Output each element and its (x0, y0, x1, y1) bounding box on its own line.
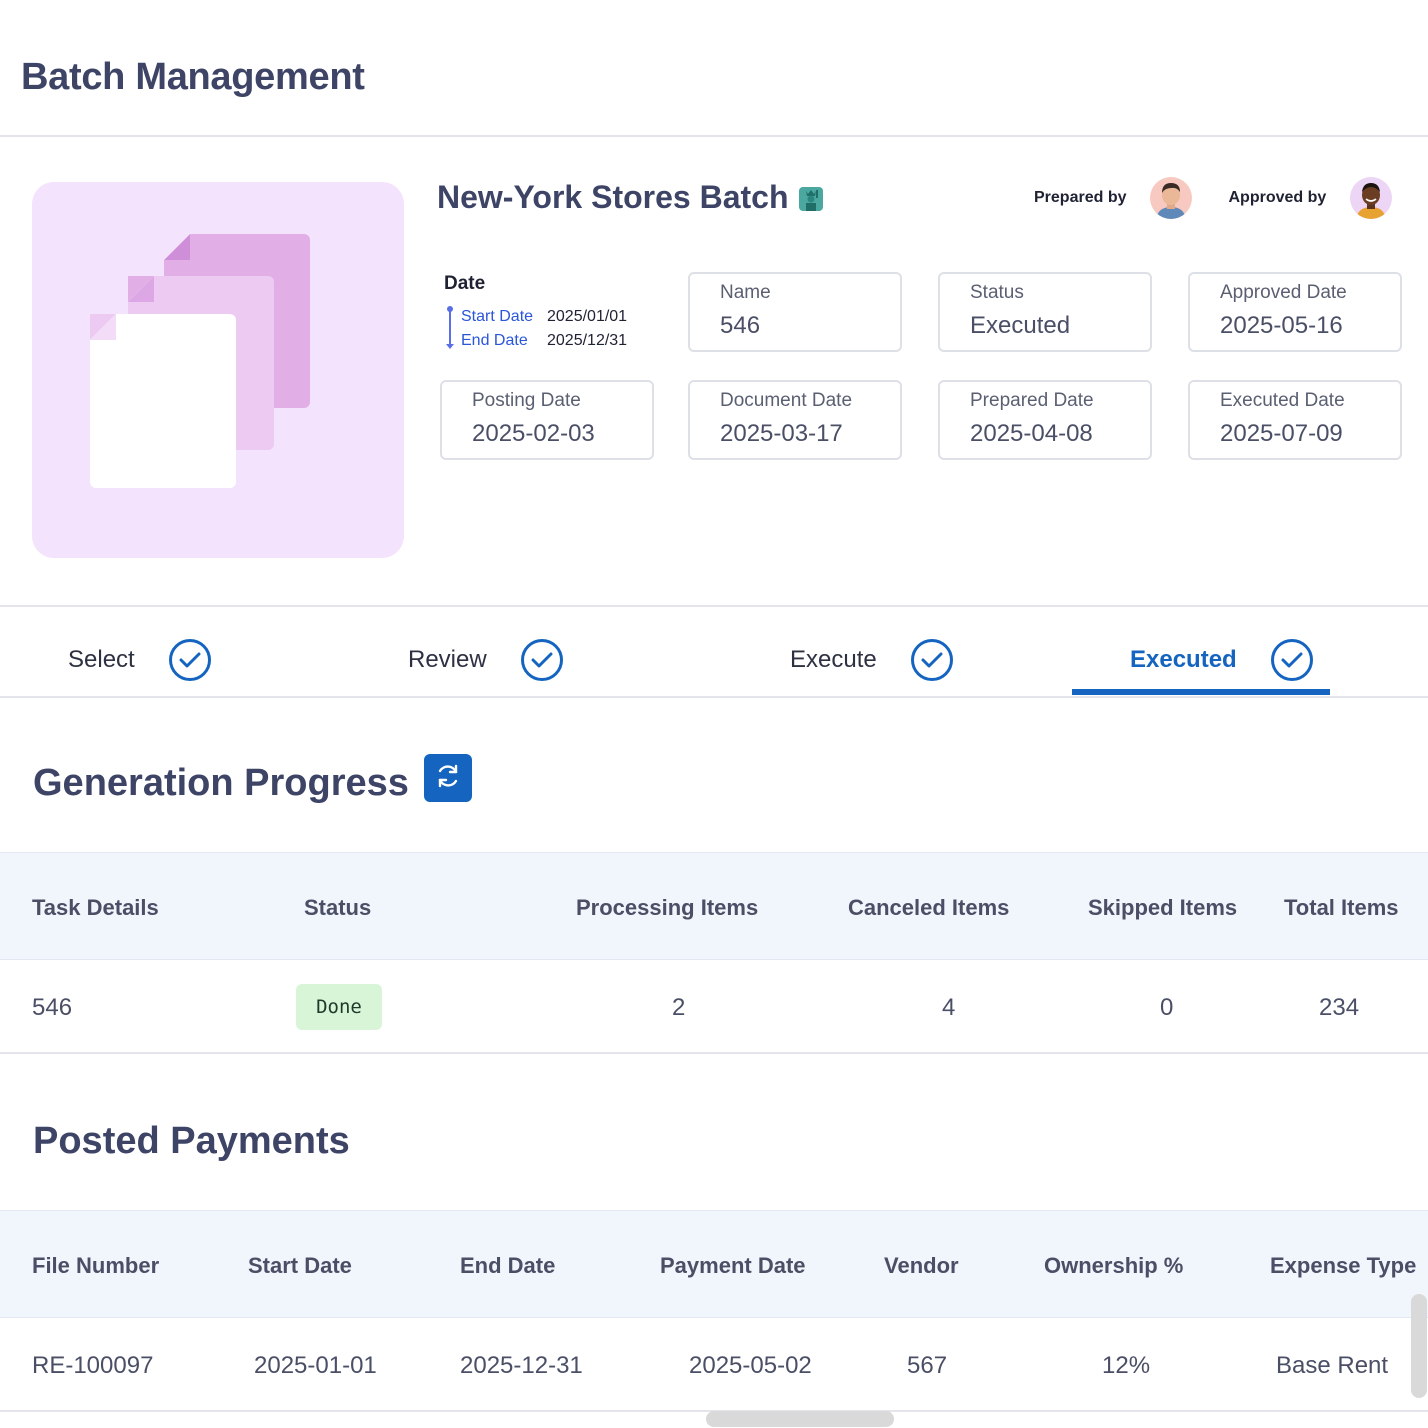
batch-documents-illustration (32, 182, 404, 558)
prepared-date-field: Prepared Date 2025-04-08 (938, 380, 1152, 460)
date-range-title: Date (444, 273, 486, 294)
check-circle-icon (168, 639, 211, 681)
page-title: Batch Management (21, 56, 365, 98)
column-header-payment-date[interactable]: Payment Date (660, 1253, 806, 1278)
step-select[interactable]: Select (68, 639, 211, 681)
posted-payments-table-header: File Number Start Date End Date Payment … (0, 1210, 1428, 1318)
statue-of-liberty-icon (797, 184, 825, 212)
end-date-value: 2025/12/31 (547, 332, 628, 349)
refresh-icon (433, 761, 463, 796)
column-header-skipped-items[interactable]: Skipped Items (1088, 895, 1238, 920)
status-badge: Done (296, 984, 382, 1030)
prepared-date-label: Prepared Date (970, 390, 1094, 411)
step-review[interactable]: Review (408, 639, 563, 681)
column-header-task-details[interactable]: Task Details (32, 895, 159, 920)
total-items-cell: 234 (1319, 994, 1360, 1021)
executed-date-field: Executed Date 2025-07-09 (1188, 380, 1402, 460)
status-field: Status Executed (938, 272, 1152, 352)
step-execute[interactable]: Execute (790, 639, 953, 681)
table-row[interactable]: RE-100097 2025-01-01 2025-12-31 2025-05-… (0, 1318, 1428, 1412)
column-header-file-number[interactable]: File Number (32, 1253, 160, 1278)
document-shape-front (90, 314, 236, 488)
check-circle-icon (1270, 639, 1313, 681)
column-header-expense-type[interactable]: Expense Type (1270, 1253, 1417, 1278)
document-date-label: Document Date (720, 390, 853, 411)
vendor-cell: 567 (907, 1352, 948, 1379)
workflow-stepper: Select Review Execute Executed (0, 609, 1428, 698)
batch-people: Prepared by Approved by (1034, 177, 1393, 219)
approved-by-avatar[interactable] (1350, 177, 1393, 219)
generation-progress-title: Generation Progress (33, 762, 409, 804)
prepared-by-avatar[interactable] (1150, 177, 1193, 219)
step-executed[interactable]: Executed (1130, 639, 1313, 681)
name-field: Name 546 (688, 272, 902, 352)
batch-info-section: New-York Stores Batch Prepared by Approv… (0, 137, 1428, 607)
column-header-start-date[interactable]: Start Date (248, 1253, 352, 1278)
date-range-timeline (446, 306, 454, 349)
refresh-button[interactable] (424, 754, 472, 802)
end-date-row: End Date 2025/12/31 (461, 329, 627, 353)
page-header: Batch Management (0, 0, 1428, 137)
end-date-label: End Date (461, 332, 528, 349)
generation-progress-table-header: Task Details Status Processing Items Can… (0, 852, 1428, 960)
start-date-value: 2025/01/01 (547, 308, 628, 325)
date-range-block: Date Start Date 2025/01/01 End Date 2025… (444, 273, 627, 353)
column-header-total-items[interactable]: Total Items (1284, 895, 1399, 920)
prepared-date-value: 2025-04-08 (970, 420, 1093, 447)
column-header-vendor[interactable]: Vendor (884, 1253, 959, 1278)
check-circle-icon (910, 639, 953, 681)
approved-date-value: 2025-05-16 (1220, 312, 1343, 339)
prepared-by-label: Prepared by (1034, 189, 1127, 206)
step-executed-label: Executed (1130, 646, 1237, 673)
posted-payments-title: Posted Payments (33, 1120, 350, 1162)
status-field-label: Status (970, 282, 1024, 303)
check-circle-icon (520, 639, 563, 681)
executed-date-label: Executed Date (1220, 390, 1345, 411)
batch-name: New-York Stores Batch (437, 179, 825, 216)
start-date-row: Start Date 2025/01/01 (461, 305, 627, 329)
ownership-cell: 12% (1102, 1352, 1151, 1379)
column-header-processing-items[interactable]: Processing Items (576, 895, 759, 920)
start-date-label: Start Date (461, 308, 534, 325)
task-details-cell: 546 (32, 994, 73, 1021)
posting-date-label: Posting Date (472, 390, 581, 411)
canceled-items-cell: 4 (942, 994, 956, 1021)
processing-items-cell: 2 (672, 994, 686, 1021)
table-row[interactable]: 546 Done 2 4 0 234 (0, 960, 1428, 1054)
date-range-rows: Start Date 2025/01/01 End Date 2025/12/3… (444, 305, 627, 353)
active-step-indicator (1072, 689, 1330, 695)
payment-date-cell: 2025-05-02 (689, 1352, 812, 1379)
column-header-status[interactable]: Status (304, 895, 372, 920)
document-date-field: Document Date 2025-03-17 (688, 380, 902, 460)
name-field-label: Name (720, 282, 771, 303)
vertical-scrollbar[interactable] (1411, 1294, 1427, 1398)
posting-date-field: Posting Date 2025-02-03 (440, 380, 654, 460)
column-header-canceled-items[interactable]: Canceled Items (848, 895, 1010, 920)
horizontal-scrollbar[interactable] (706, 1411, 894, 1427)
start-date-cell: 2025-01-01 (254, 1352, 377, 1379)
column-header-end-date[interactable]: End Date (460, 1253, 556, 1278)
executed-date-value: 2025-07-09 (1220, 420, 1343, 447)
status-field-value: Executed (970, 312, 1071, 339)
file-number-cell: RE-100097 (32, 1352, 154, 1379)
document-date-value: 2025-03-17 (720, 420, 843, 447)
batch-name-text: New-York Stores Batch (437, 179, 789, 215)
approved-date-label: Approved Date (1220, 282, 1347, 303)
skipped-items-cell: 0 (1160, 994, 1174, 1021)
step-review-label: Review (408, 646, 487, 673)
step-select-label: Select (68, 646, 135, 673)
approved-date-field: Approved Date 2025-05-16 (1188, 272, 1402, 352)
expense-type-cell: Base Rent (1276, 1352, 1389, 1379)
end-date-cell: 2025-12-31 (460, 1352, 583, 1379)
posting-date-value: 2025-02-03 (472, 420, 595, 447)
approved-by-label: Approved by (1228, 189, 1327, 206)
step-execute-label: Execute (790, 646, 877, 673)
column-header-ownership[interactable]: Ownership % (1044, 1253, 1184, 1278)
name-field-value: 546 (720, 312, 761, 339)
